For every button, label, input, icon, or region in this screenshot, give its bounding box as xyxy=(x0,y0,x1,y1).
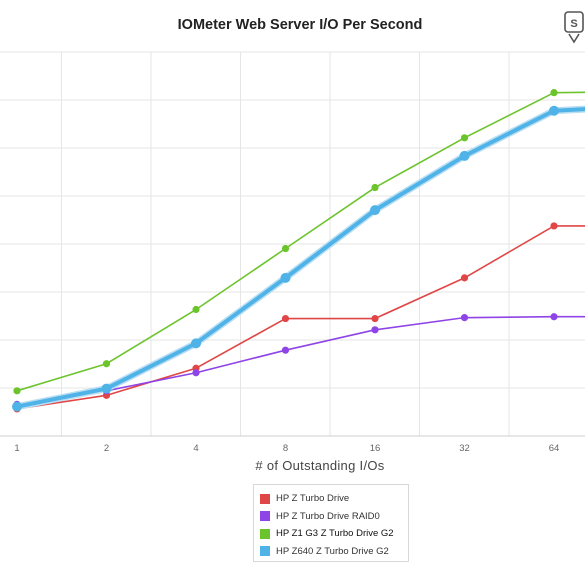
data-point[interactable] xyxy=(371,183,379,192)
chart-title: IOMeter Web Server I/O Per Second xyxy=(177,17,423,33)
series-line xyxy=(16,91,585,392)
legend-label: HP Z640 Z Turbo Drive G2 xyxy=(276,545,389,557)
series-1 xyxy=(13,313,585,408)
x-tick-label: 2 xyxy=(104,443,109,454)
legend-item[interactable]: HP Z1 G3 Z Turbo Drive G2 xyxy=(254,525,408,543)
data-point[interactable] xyxy=(191,338,201,349)
x-tick-label: 1 xyxy=(14,443,19,454)
x-tick-label: 4 xyxy=(193,443,198,454)
legend-swatch xyxy=(260,546,270,557)
site-logo-icon: S xyxy=(564,11,584,44)
data-point[interactable] xyxy=(371,326,379,334)
data-point[interactable] xyxy=(281,314,290,323)
data-point[interactable] xyxy=(281,346,290,354)
series-line-halo xyxy=(16,105,585,411)
svg-text:S: S xyxy=(570,18,577,30)
data-point[interactable] xyxy=(281,244,290,253)
x-tick-label: 8 xyxy=(283,443,288,454)
data-point[interactable] xyxy=(460,314,469,322)
data-point[interactable] xyxy=(101,383,112,394)
data-point[interactable] xyxy=(102,360,111,368)
series-line xyxy=(16,315,585,406)
data-point[interactable] xyxy=(460,274,469,282)
series-line xyxy=(16,107,585,409)
series-3 xyxy=(12,105,585,412)
legend-label: HP Z Turbo Drive xyxy=(276,493,350,505)
data-point[interactable] xyxy=(192,369,200,377)
legend-label: HP Z Turbo Drive RAID0 xyxy=(276,510,380,522)
data-point[interactable] xyxy=(460,134,469,142)
x-tick-label: 64 xyxy=(549,443,560,454)
data-point[interactable] xyxy=(550,313,558,321)
data-point[interactable] xyxy=(280,272,291,283)
x-tick-label: 32 xyxy=(459,443,470,454)
x-axis-label: # of Outstanding I/Os xyxy=(255,458,385,473)
legend-label: HP Z1 G3 Z Turbo Drive G2 xyxy=(276,528,394,540)
legend-swatch xyxy=(260,493,270,504)
data-point[interactable] xyxy=(192,305,200,314)
legend-item[interactable]: HP Z640 Z Turbo Drive G2 xyxy=(254,543,408,561)
data-point[interactable] xyxy=(13,387,21,395)
legend: HP Z Turbo Drive HP Z Turbo Drive RAID0 HP… xyxy=(253,484,409,562)
legend-item[interactable]: HP Z Turbo Drive xyxy=(254,490,408,508)
x-tick-labels: 1248163264128 xyxy=(14,443,560,454)
data-point[interactable] xyxy=(12,401,22,412)
data-point[interactable] xyxy=(371,314,379,323)
data-point[interactable] xyxy=(549,105,559,116)
legend-swatch xyxy=(260,511,270,522)
legend-item[interactable]: HP Z Turbo Drive RAID0 xyxy=(254,508,408,526)
x-tick-label: 16 xyxy=(370,443,381,454)
series-lines xyxy=(12,89,585,413)
data-point[interactable] xyxy=(550,89,558,97)
data-point[interactable] xyxy=(550,222,558,230)
series-2 xyxy=(13,89,585,395)
data-point[interactable] xyxy=(370,205,380,216)
series-line xyxy=(16,225,585,410)
data-point[interactable] xyxy=(459,150,470,161)
legend-swatch xyxy=(260,528,270,539)
